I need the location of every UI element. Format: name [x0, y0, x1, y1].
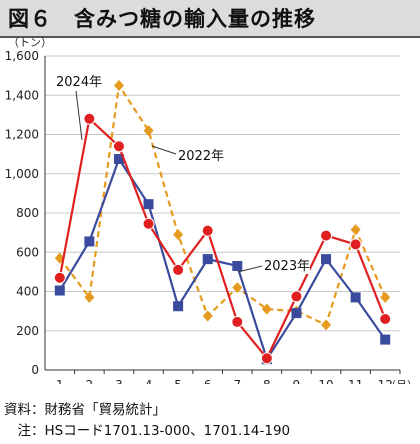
y-tick-label: 1,000 [5, 167, 39, 181]
x-tick-label: 4 [145, 378, 153, 384]
line-chart: 02004006008001,0001,2001,4001,6001234567… [5, 36, 418, 384]
series-line [58, 84, 387, 326]
data-point [173, 301, 184, 312]
series-2022年 [54, 79, 391, 331]
x-tick-label: 8 [263, 378, 271, 384]
x-tick-label: 3 [115, 378, 123, 384]
annotation-2024年: 2024年 [54, 73, 102, 141]
data-point [261, 303, 272, 315]
data-point [380, 334, 391, 345]
data-point [143, 125, 154, 137]
gridlines [45, 55, 400, 332]
y-tick-label: 800 [16, 206, 39, 220]
y-tick-label: 0 [31, 363, 39, 377]
y-tick-label: 1,600 [5, 49, 39, 63]
annotation-label: 2023年 [264, 259, 310, 274]
data-point [142, 217, 155, 230]
data-point [201, 224, 214, 237]
data-point [84, 291, 95, 303]
data-point [113, 79, 124, 91]
data-point [350, 224, 361, 236]
data-point [84, 236, 95, 247]
leader-line [75, 90, 83, 141]
x-tick-label: 11 [348, 378, 363, 384]
data-point [379, 312, 392, 325]
y-tick-label: 400 [16, 285, 39, 299]
y-tick-label: 200 [16, 324, 39, 338]
data-point [321, 319, 332, 331]
series-2023年 [54, 154, 391, 365]
y-tick-label: 1,400 [5, 88, 39, 102]
y-axis-unit: （トン） [8, 36, 52, 49]
axes [44, 56, 401, 374]
chart-title: 図６ 含みつ糖の輸入量の推移 [8, 7, 316, 31]
data-point [173, 229, 184, 241]
series-2024年 [53, 112, 392, 365]
x-tick-label: 6 [204, 378, 212, 384]
data-point [380, 291, 391, 303]
leader-line [237, 265, 263, 273]
x-tick-label: 1 [56, 378, 64, 384]
annotation-label: 2024年 [56, 75, 102, 90]
x-tick-label: 9 [293, 378, 301, 384]
series-layer [53, 79, 392, 365]
annotations: 2024年 2022年 2023年 [54, 73, 310, 274]
data-point [349, 238, 362, 251]
series-line [58, 157, 387, 361]
annotation-2023年: 2023年 [237, 257, 310, 274]
data-point [202, 254, 213, 265]
x-tick-label: 12 [378, 378, 393, 384]
data-point [172, 263, 185, 276]
data-point [83, 112, 96, 125]
x-tick-label: 7 [233, 378, 241, 384]
data-point [112, 140, 125, 153]
x-tick-label: 5 [174, 378, 182, 384]
data-point [350, 292, 361, 303]
data-point [113, 154, 124, 165]
annotation-label: 2022年 [178, 149, 224, 164]
hs-code-note: 注：HSコード1701.13-000、1701.14-190 [4, 423, 291, 439]
data-point [202, 310, 213, 322]
y-tick-label: 600 [16, 245, 39, 259]
annotation-bg [176, 147, 224, 164]
annotation-2022年: 2022年 [151, 145, 224, 164]
data-point [232, 260, 243, 271]
title-bar: 図６ 含みつ糖の輸入量の推移 [0, 0, 420, 38]
data-point [290, 290, 303, 303]
x-axis-unit: （月） [385, 379, 418, 384]
annotation-bg [54, 73, 102, 90]
leader-line [151, 145, 177, 155]
x-tick-label: 2 [86, 378, 94, 384]
annotation-bg [262, 257, 310, 274]
tick-labels: 02004006008001,0001,2001,4001,6001234567… [5, 36, 418, 384]
data-point [321, 254, 332, 265]
data-point [53, 271, 66, 284]
data-point [54, 285, 65, 296]
data-point [143, 199, 154, 210]
x-tick-label: 10 [318, 378, 333, 384]
data-point [54, 252, 65, 264]
data-point [291, 308, 302, 319]
source-note: 資料：財務省「貿易統計」 [4, 402, 166, 418]
y-tick-label: 1,200 [5, 128, 39, 142]
data-point [231, 315, 244, 328]
data-point [320, 229, 333, 242]
data-point [232, 282, 243, 294]
data-point [260, 352, 273, 365]
